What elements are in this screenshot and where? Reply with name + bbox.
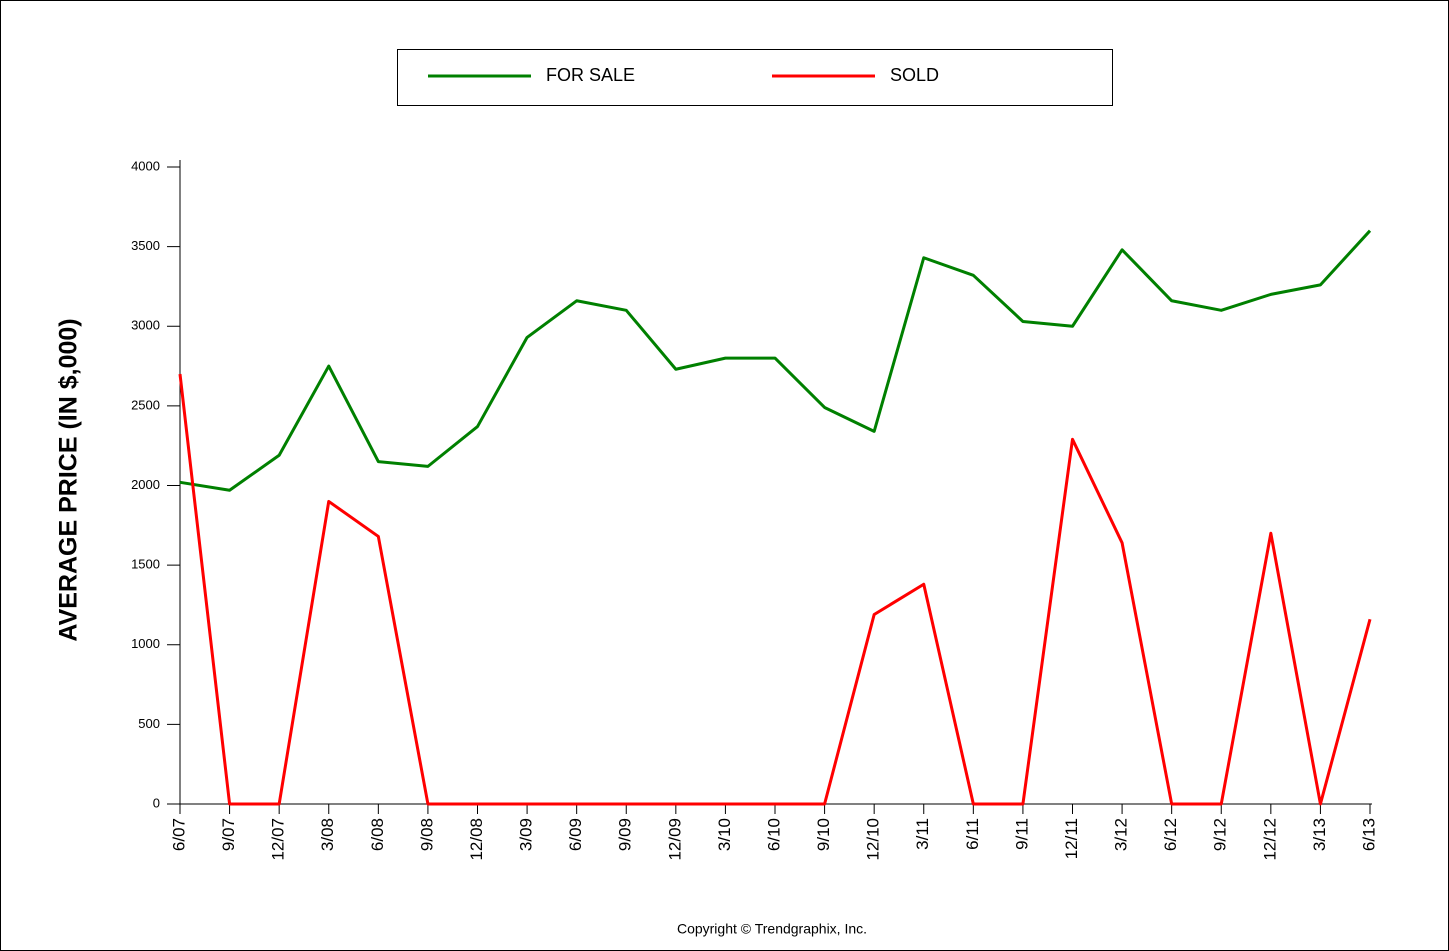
y-tick-label: 2500 <box>131 397 160 412</box>
x-tick-label: 3/09 <box>517 818 536 851</box>
x-tick-label: 6/11 <box>963 818 982 850</box>
x-tick-label: 6/13 <box>1359 818 1378 851</box>
x-tick-label: 6/08 <box>368 818 387 851</box>
x-tick-label: 3/12 <box>1112 818 1131 851</box>
x-tick-label: 6/09 <box>566 818 585 851</box>
x-tick-label: 6/07 <box>169 818 188 851</box>
y-tick-label: 1000 <box>131 636 160 651</box>
x-tick-label: 12/11 <box>1062 818 1081 859</box>
x-tick-label: 3/11 <box>913 818 932 850</box>
x-tick-label: 9/12 <box>1211 818 1230 851</box>
x-tick-label: 6/10 <box>764 818 783 851</box>
y-tick-label: 4000 <box>131 158 160 173</box>
y-tick-label: 500 <box>138 716 160 731</box>
x-tick-label: 12/07 <box>269 818 288 861</box>
x-tick-label: 9/07 <box>219 818 238 851</box>
x-tick-label: 9/09 <box>616 818 635 851</box>
y-tick-label: 2000 <box>131 477 160 492</box>
legend-label: SOLD <box>890 65 939 85</box>
y-tick-label: 3000 <box>131 318 160 333</box>
legend-label: FOR SALE <box>546 65 635 85</box>
x-tick-label: 6/12 <box>1161 818 1180 851</box>
x-tick-label: 12/09 <box>665 818 684 861</box>
x-tick-label: 12/10 <box>864 818 883 861</box>
y-tick-label: 1500 <box>131 557 160 572</box>
y-axis-label: AVERAGE PRICE (IN $,000) <box>55 318 83 641</box>
x-tick-label: 3/10 <box>715 818 734 851</box>
x-tick-label: 9/11 <box>1012 818 1031 850</box>
y-tick-label: 3500 <box>131 238 160 253</box>
copyright: Copyright © Trendgraphix, Inc. <box>677 921 867 937</box>
x-tick-label: 12/12 <box>1260 818 1279 861</box>
x-tick-label: 3/13 <box>1310 818 1329 851</box>
series-line <box>178 373 1372 806</box>
series-line <box>179 229 1372 492</box>
x-tick-label: 9/10 <box>814 818 833 851</box>
x-tick-label: 9/08 <box>417 818 436 851</box>
x-tick-label: 3/08 <box>318 818 337 851</box>
x-tick-label: 12/08 <box>467 818 486 861</box>
y-tick-label: 0 <box>153 795 160 810</box>
